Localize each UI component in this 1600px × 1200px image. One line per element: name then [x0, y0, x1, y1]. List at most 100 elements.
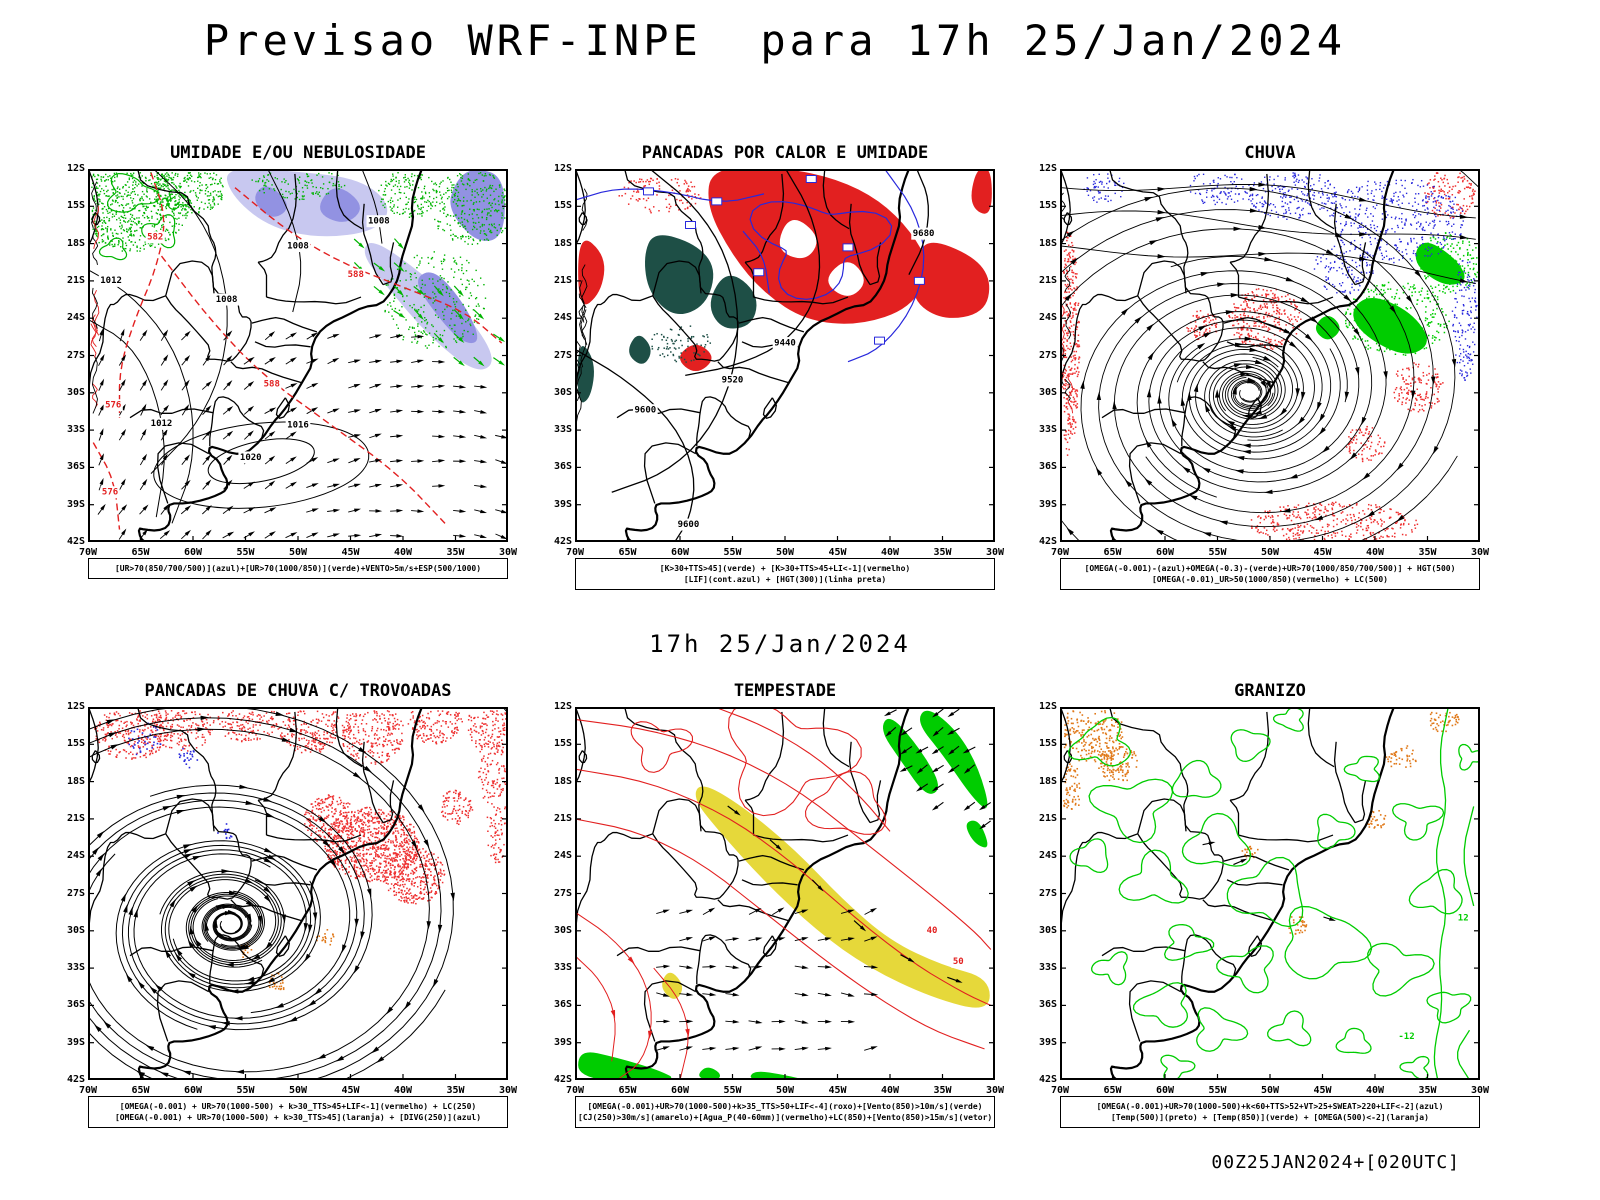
lon-tick-label: 60W [1155, 1085, 1175, 1096]
lon-tick-label: 65W [1103, 1085, 1122, 1096]
caption-box: [K>30+TTS>45](verde) + [K>30+TTS>45+LI<-… [575, 558, 995, 590]
lat-tick-label: 21S [1038, 812, 1057, 824]
lat-tick-label: 27S [66, 887, 85, 899]
caption-box: [UR>70(850/700/500)](azul)+[UR>70(1000/8… [88, 558, 508, 579]
lat-tick-label: 30S [553, 924, 572, 936]
lon-tick-label: 50W [775, 1085, 795, 1096]
lon-tick-label: 45W [341, 547, 360, 558]
lat-tick-label: 33S [66, 962, 85, 974]
lat-tick-label: 27S [1038, 887, 1057, 899]
lat-tick-label: 36S [553, 461, 572, 473]
map-canvas-granizo [1060, 707, 1480, 1080]
lon-tick-label: 30W [498, 547, 518, 558]
map-tempestade: 12S 15S 18S 21S 24S 27S 30S 33S 36S 39S 42S 70W 65W 6… [554, 702, 1004, 1096]
map-trovoadas: 12S 15S 18S 21S 24S 27S 30S 33S 36S 39S 42S 70W 65W 6… [67, 702, 517, 1096]
lat-tick-label: 33S [553, 424, 572, 436]
lat-tick-label: 39S [66, 1036, 85, 1048]
lat-tick-label: 27S [66, 349, 85, 361]
lon-tick-label: 30W [1470, 547, 1490, 558]
lat-tick-label: 15S [1038, 200, 1057, 212]
lat-tick-label: 12S [553, 163, 572, 174]
lon-tick-label: 50W [1260, 1085, 1280, 1096]
lon-tick-label: 30W [498, 1085, 518, 1096]
lat-tick-label: 15S [553, 200, 572, 212]
lat-tick-label: 39S [553, 1036, 572, 1048]
map-chuva: 12S 15S 18S 21S 24S 27S 30S 33S 36S 39S 42S 70W 65W 6… [1039, 164, 1489, 558]
lon-tick-label: 45W [1313, 547, 1332, 558]
panel-granizo: GRANIZO 12S 15S 18S 21S 24S 27S 30S 33S 36S 39S 42… [1026, 681, 1496, 1128]
lon-tick-label: 40W [880, 1085, 900, 1096]
lat-tick-label: 42S [1038, 1074, 1057, 1085]
lon-tick-label: 50W [288, 547, 308, 558]
map-canvas-umidade [88, 169, 508, 542]
lon-tick-label: 70W [78, 1085, 98, 1096]
lat-tick-label: 24S [553, 850, 572, 862]
panel-chuva: CHUVA 12S 15S 18S 21S 24S 27S 30S 33S 36S 39S 42S 7… [1026, 143, 1496, 590]
map-canvas-pancadas-calor [575, 169, 995, 542]
lat-tick-label: 21S [1038, 274, 1057, 286]
lat-tick-label: 18S [553, 775, 572, 787]
caption-box: [OMEGA(-0.001)+UR>70(1000-500)+k<60+TTS>… [1060, 1096, 1480, 1128]
lat-tick-label: 24S [1038, 850, 1057, 862]
lon-tick-label: 30W [985, 1085, 1005, 1096]
lat-tick-label: 24S [1038, 312, 1057, 324]
lat-tick-label: 21S [553, 812, 572, 824]
caption-line: [OMEGA(-0.01)_UR>50(1000/850)(vermelho) … [1151, 575, 1388, 584]
map-granizo: 12S 15S 18S 21S 24S 27S 30S 33S 36S 39S 42S 70W 65W 6… [1039, 702, 1489, 1096]
lat-tick-label: 33S [1038, 962, 1057, 974]
lat-tick-label: 30S [66, 924, 85, 936]
lat-tick-label: 42S [553, 1074, 572, 1085]
panel-title: PANCADAS POR CALOR E UMIDADE [641, 143, 929, 163]
map-pancadas-calor: 12S 15S 18S 21S 24S 27S 30S 33S 36S 39S 42S 70W 65W 6… [554, 164, 1004, 558]
panel-title: UMIDADE E/OU NEBULOSIDADE [170, 143, 426, 163]
lon-tick-label: 70W [565, 547, 585, 558]
lon-tick-label: 70W [1050, 547, 1070, 558]
lat-tick-label: 39S [1038, 498, 1057, 510]
lat-tick-label: 15S [66, 738, 85, 750]
lon-tick-label: 35W [933, 1085, 952, 1096]
lon-tick-label: 40W [1365, 1085, 1385, 1096]
lat-tick-label: 24S [66, 850, 85, 862]
panel-tempestade: TEMPESTADE 12S 15S 18S 21S 24S 27S 30S 33S 36S 39… [541, 681, 1011, 1128]
valid-time-label: 17h 25/Jan/2024 [649, 630, 911, 658]
lat-tick-label: 18S [66, 775, 85, 787]
lon-tick-label: 60W [670, 1085, 690, 1096]
lat-tick-label: 33S [1038, 424, 1057, 436]
lon-tick-label: 35W [933, 547, 952, 558]
lat-tick-label: 42S [553, 536, 572, 547]
lon-tick-label: 35W [446, 1085, 465, 1096]
map-canvas-chuva [1060, 169, 1480, 542]
lon-tick-label: 70W [1050, 1085, 1070, 1096]
lat-tick-label: 15S [1038, 738, 1057, 750]
panel-umidade: UMIDADE E/OU NEBULOSIDADE 12S 15S 18S 21S 24… [54, 143, 524, 579]
lon-tick-label: 45W [1313, 1085, 1332, 1096]
lat-tick-label: 33S [66, 424, 85, 436]
lat-tick-label: 36S [553, 999, 572, 1011]
lat-tick-label: 18S [1038, 775, 1057, 787]
caption-line: [OMEGA(-0.001) + UR>70(1000-500) + k>30_… [114, 1113, 482, 1122]
lon-tick-label: 50W [1260, 547, 1280, 558]
page-title: Previsao WRF-INPE para 17h 25/Jan/2024 [203, 16, 1347, 65]
lon-tick-label: 35W [446, 547, 465, 558]
lon-tick-label: 40W [1365, 547, 1385, 558]
lat-tick-label: 27S [553, 887, 572, 899]
lon-tick-label: 30W [1470, 1085, 1490, 1096]
lat-tick-label: 21S [66, 274, 85, 286]
lon-tick-label: 55W [723, 1085, 742, 1096]
lat-tick-label: 36S [66, 999, 85, 1011]
lat-tick-label: 12S [1038, 163, 1057, 174]
lat-tick-label: 15S [553, 738, 572, 750]
lon-tick-label: 35W [1418, 1085, 1437, 1096]
lat-tick-label: 30S [553, 386, 572, 398]
caption-line: [K>30+TTS>45](verde) + [K>30+TTS>45+LI<-… [659, 564, 911, 573]
lat-tick-label: 36S [1038, 999, 1057, 1011]
panel-title: CHUVA [1244, 143, 1296, 163]
lat-tick-label: 36S [66, 461, 85, 473]
lat-tick-label: 39S [1038, 1036, 1057, 1048]
lat-tick-label: 12S [1038, 701, 1057, 712]
lon-tick-label: 55W [723, 547, 742, 558]
lat-tick-label: 18S [66, 237, 85, 249]
lon-tick-label: 55W [236, 547, 255, 558]
caption-line: [CJ(250)>30m/s](amarelo)+[Agua_P(40-60mm… [578, 1113, 993, 1122]
lon-tick-label: 55W [236, 1085, 255, 1096]
